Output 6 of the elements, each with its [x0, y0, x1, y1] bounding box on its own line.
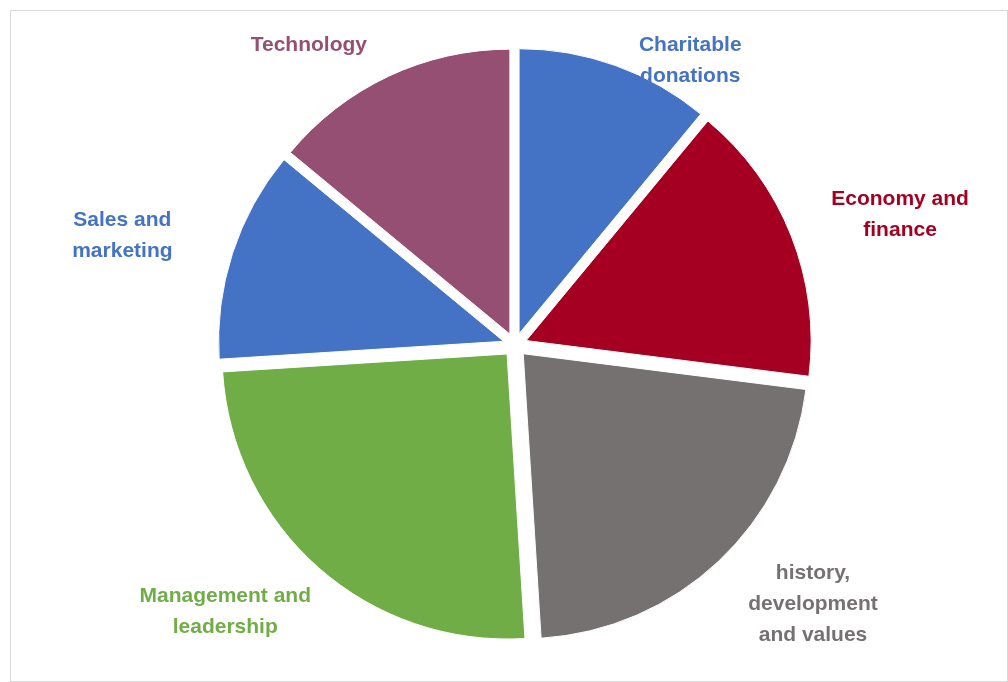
slice-label: history, development and values: [748, 559, 878, 645]
slice-label: Economy and finance: [831, 186, 969, 241]
slice-label: Sales and marketing: [72, 207, 173, 261]
slice-label: Technology: [250, 32, 368, 56]
slice-label: Charitable donations: [638, 32, 742, 87]
slice-label: Management and leadership: [139, 582, 311, 637]
